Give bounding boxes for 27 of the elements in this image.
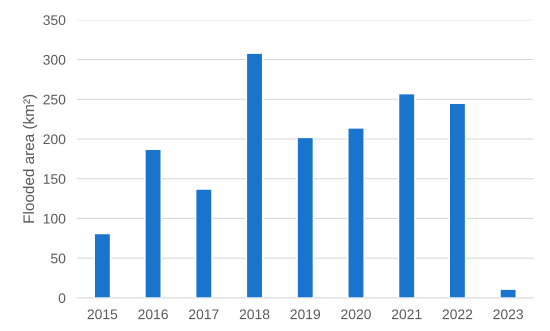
bar bbox=[194, 188, 213, 298]
x-tick-label: 2022 bbox=[442, 309, 472, 320]
y-tick-label: 0 bbox=[58, 293, 66, 304]
bar bbox=[296, 136, 314, 298]
bar bbox=[144, 148, 162, 298]
y-tick-label: 350 bbox=[43, 15, 66, 26]
bar bbox=[246, 52, 264, 298]
x-tick-label: 2021 bbox=[392, 309, 422, 320]
x-tick-label: 2015 bbox=[88, 309, 118, 320]
y-tick-label: 200 bbox=[43, 134, 66, 144]
y-axis-title: Flooded area (km²) bbox=[22, 94, 38, 223]
x-tick-label: 2023 bbox=[493, 309, 523, 320]
x-tick-label: 2020 bbox=[341, 309, 371, 320]
y-tick-label: 50 bbox=[50, 254, 66, 264]
y-tick-label: 300 bbox=[43, 54, 66, 65]
bar bbox=[94, 232, 112, 298]
bar bbox=[398, 93, 416, 298]
bar bbox=[499, 288, 517, 298]
y-tick-label: 150 bbox=[44, 174, 66, 184]
x-tick-label: 2019 bbox=[290, 309, 320, 320]
bar bbox=[347, 127, 365, 298]
y-tick-label: 250 bbox=[43, 94, 66, 104]
x-tick-label: 2016 bbox=[138, 309, 168, 320]
bar bbox=[448, 102, 466, 298]
x-tick-label: 2018 bbox=[240, 309, 270, 320]
x-tick-label: 2017 bbox=[189, 309, 219, 320]
y-tick-label: 100 bbox=[44, 214, 66, 224]
